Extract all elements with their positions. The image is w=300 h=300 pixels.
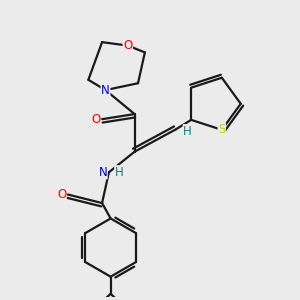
Text: H: H	[115, 166, 124, 179]
Text: O: O	[57, 188, 66, 201]
Text: N: N	[98, 166, 107, 179]
Text: S: S	[218, 123, 226, 136]
Text: H: H	[183, 125, 192, 138]
Text: O: O	[91, 113, 101, 126]
Text: N: N	[101, 84, 110, 97]
Text: O: O	[123, 39, 132, 52]
